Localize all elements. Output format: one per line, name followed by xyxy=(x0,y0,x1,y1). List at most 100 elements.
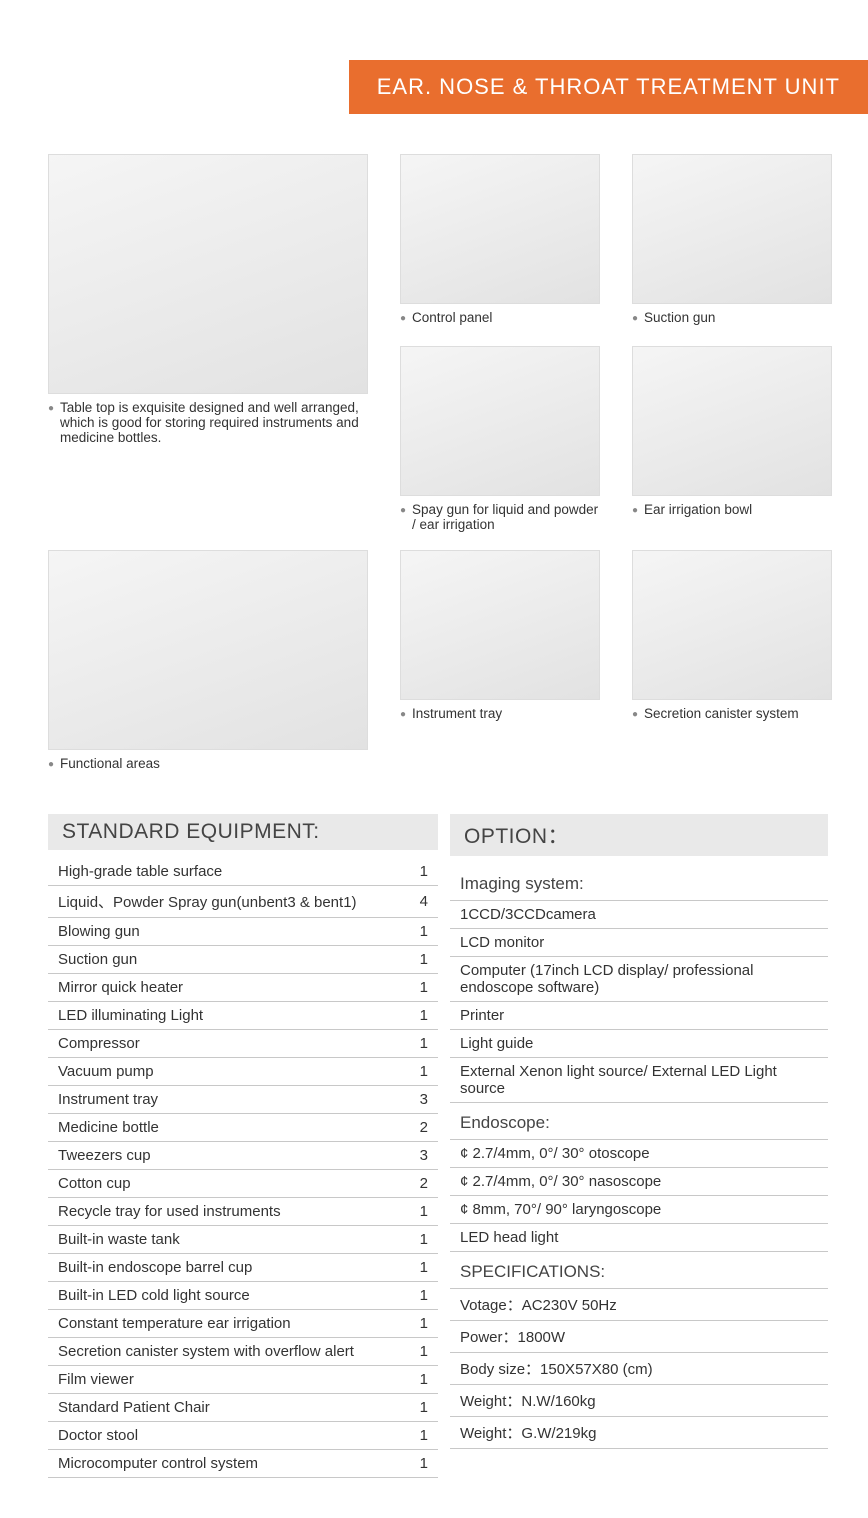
option-item: 1CCD/3CCDcamera xyxy=(450,901,828,929)
equipment-name: Vacuum pump xyxy=(48,1058,404,1086)
option-item: LED head light xyxy=(450,1224,828,1252)
option-item: Printer xyxy=(450,1002,828,1030)
option-subhead: Endoscope: xyxy=(450,1103,828,1140)
table-row: Recycle tray for used instruments1 xyxy=(48,1198,438,1226)
option-item: ¢ 2.7/4mm, 0°/ 30° otoscope xyxy=(450,1140,828,1168)
image-placeholder xyxy=(400,346,600,496)
option-item: External Xenon light source/ External LE… xyxy=(450,1058,828,1103)
equipment-name: Standard Patient Chair xyxy=(48,1394,404,1422)
gallery-item-canister: Secretion canister system xyxy=(632,550,832,774)
equipment-qty: 1 xyxy=(404,1394,438,1422)
equipment-qty: 1 xyxy=(404,1058,438,1086)
equipment-name: Film viewer xyxy=(48,1366,404,1394)
table-row: ¢ 2.7/4mm, 0°/ 30° nasoscope xyxy=(450,1168,828,1196)
table-row: Built-in LED cold light source1 xyxy=(48,1282,438,1310)
option-item: Weight：N.W/160kg xyxy=(450,1385,828,1417)
gallery-item-main: Table top is exquisite designed and well… xyxy=(48,154,368,532)
table-row: Computer (17inch LCD display/ profession… xyxy=(450,957,828,1002)
standard-column: STANDARD EQUIPMENT: High-grade table sur… xyxy=(48,814,438,1478)
equipment-qty: 1 xyxy=(404,974,438,1002)
equipment-qty: 1 xyxy=(404,1310,438,1338)
page: EAR. NOSE & THROAT TREATMENT UNIT Table … xyxy=(0,60,868,1518)
equipment-qty: 1 xyxy=(404,1450,438,1478)
equipment-name: Compressor xyxy=(48,1030,404,1058)
table-row: Suction gun1 xyxy=(48,946,438,974)
table-row: Secretion canister system with overflow … xyxy=(48,1338,438,1366)
option-subhead-label: SPECIFICATIONS: xyxy=(450,1252,828,1289)
image-placeholder xyxy=(632,550,832,700)
option-item: Light guide xyxy=(450,1030,828,1058)
table-row: Liquid、Powder Spray gun(unbent3 & bent1)… xyxy=(48,886,438,918)
option-item: ¢ 8mm, 70°/ 90° laryngoscope xyxy=(450,1196,828,1224)
option-subhead-label: Endoscope: xyxy=(450,1103,828,1140)
table-row: Film viewer1 xyxy=(48,1366,438,1394)
equipment-name: Recycle tray for used instruments xyxy=(48,1198,404,1226)
equipment-name: Medicine bottle xyxy=(48,1114,404,1142)
standard-heading: STANDARD EQUIPMENT: xyxy=(48,814,438,850)
equipment-name: Microcomputer control system xyxy=(48,1450,404,1478)
gallery-item-spray: Spay gun for liquid and powder / ear irr… xyxy=(400,346,600,532)
equipment-name: Built-in waste tank xyxy=(48,1226,404,1254)
table-row: Light guide xyxy=(450,1030,828,1058)
image-placeholder xyxy=(632,154,832,304)
option-item: LCD monitor xyxy=(450,929,828,957)
equipment-name: Blowing gun xyxy=(48,918,404,946)
equipment-name: Doctor stool xyxy=(48,1422,404,1450)
equipment-qty: 2 xyxy=(404,1114,438,1142)
option-subhead: SPECIFICATIONS: xyxy=(450,1252,828,1289)
caption-canister: Secretion canister system xyxy=(632,706,832,724)
table-row: LED head light xyxy=(450,1224,828,1252)
equipment-name: Cotton cup xyxy=(48,1170,404,1198)
table-row: ¢ 8mm, 70°/ 90° laryngoscope xyxy=(450,1196,828,1224)
table-row: Compressor1 xyxy=(48,1030,438,1058)
equipment-qty: 1 xyxy=(404,1198,438,1226)
table-row: Mirror quick heater1 xyxy=(48,974,438,1002)
equipment-qty: 1 xyxy=(404,918,438,946)
table-row: Votage：AC230V 50Hz xyxy=(450,1289,828,1321)
caption-bowl: Ear irrigation bowl xyxy=(632,502,832,520)
table-row: Body size：150X57X80 (cm) xyxy=(450,1353,828,1385)
table-row: 1CCD/3CCDcamera xyxy=(450,901,828,929)
image-placeholder xyxy=(400,550,600,700)
equipment-qty: 1 xyxy=(404,1282,438,1310)
gallery-item-functional: Functional areas xyxy=(48,550,368,774)
option-subhead: Imaging system: xyxy=(450,864,828,901)
option-item: ¢ 2.7/4mm, 0°/ 30° nasoscope xyxy=(450,1168,828,1196)
equipment-qty: 1 xyxy=(404,1422,438,1450)
table-row: Built-in waste tank1 xyxy=(48,1226,438,1254)
equipment-name: Tweezers cup xyxy=(48,1142,404,1170)
table-row: Power：1800W xyxy=(450,1321,828,1353)
option-item: Power：1800W xyxy=(450,1321,828,1353)
equipment-name: Built-in LED cold light source xyxy=(48,1282,404,1310)
caption-functional: Functional areas xyxy=(48,756,368,774)
equipment-name: Constant temperature ear irrigation xyxy=(48,1310,404,1338)
equipment-qty: 3 xyxy=(404,1086,438,1114)
title-bar: EAR. NOSE & THROAT TREATMENT UNIT xyxy=(0,60,868,114)
equipment-name: Secretion canister system with overflow … xyxy=(48,1338,404,1366)
table-row: LCD monitor xyxy=(450,929,828,957)
gallery-item-instrument: Instrument tray xyxy=(400,550,600,774)
equipment-name: Suction gun xyxy=(48,946,404,974)
equipment-name: Built-in endoscope barrel cup xyxy=(48,1254,404,1282)
option-table: Imaging system:1CCD/3CCDcameraLCD monito… xyxy=(450,864,828,1449)
table-row: Vacuum pump1 xyxy=(48,1058,438,1086)
gallery-item-bowl: Ear irrigation bowl xyxy=(632,346,832,532)
option-item: Votage：AC230V 50Hz xyxy=(450,1289,828,1321)
table-row: Weight：N.W/160kg xyxy=(450,1385,828,1417)
table-row: Medicine bottle2 xyxy=(48,1114,438,1142)
table-row: Microcomputer control system1 xyxy=(48,1450,438,1478)
equipment-qty: 1 xyxy=(404,1338,438,1366)
caption-spray: Spay gun for liquid and powder / ear irr… xyxy=(400,502,600,532)
image-placeholder xyxy=(632,346,832,496)
equipment-name: Liquid、Powder Spray gun(unbent3 & bent1) xyxy=(48,886,404,918)
equipment-qty: 2 xyxy=(404,1170,438,1198)
option-column: OPTION： Imaging system:1CCD/3CCDcameraLC… xyxy=(450,814,828,1478)
table-row: Built-in endoscope barrel cup1 xyxy=(48,1254,438,1282)
table-row: High-grade table surface1 xyxy=(48,858,438,886)
option-item: Computer (17inch LCD display/ profession… xyxy=(450,957,828,1002)
gallery: Table top is exquisite designed and well… xyxy=(0,154,868,774)
gallery-item-suction: Suction gun xyxy=(632,154,832,328)
table-row: Constant temperature ear irrigation1 xyxy=(48,1310,438,1338)
gallery-item-control: Control panel xyxy=(400,154,600,328)
equipment-qty: 1 xyxy=(404,1002,438,1030)
